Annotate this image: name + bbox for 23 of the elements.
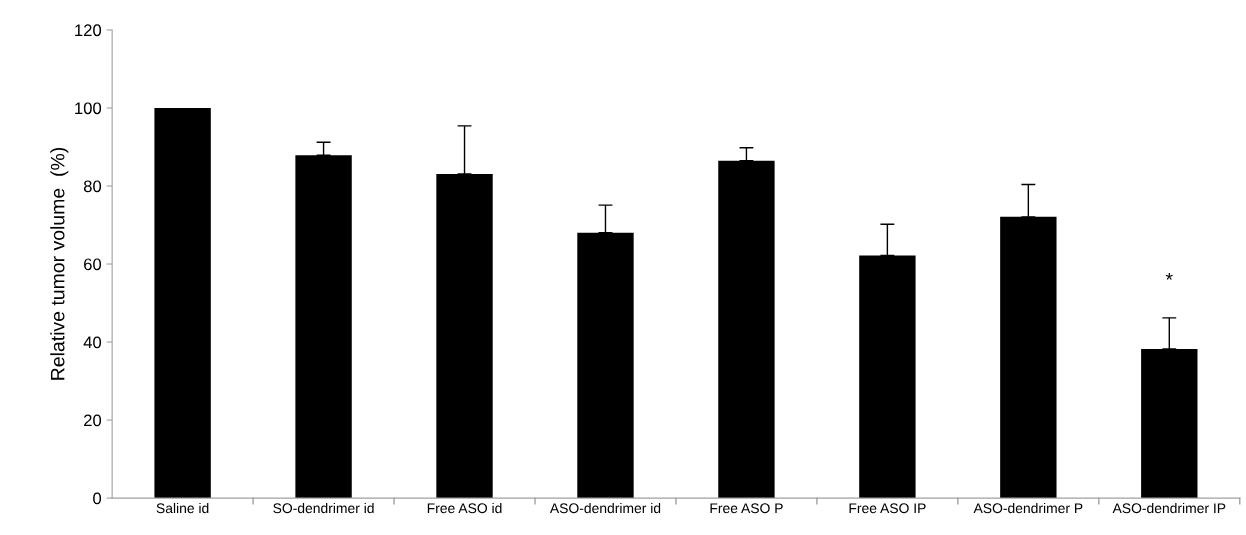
x-tick-label: ASO-dendrimer id	[549, 502, 661, 514]
annotation: *	[1165, 272, 1173, 280]
x-tick-label: Free ASO id	[427, 502, 502, 514]
x-tick-label: ASO-dendrimer IP	[1112, 502, 1226, 514]
y-tick-label: 80	[83, 180, 102, 193]
y-axis-title: Relative tumor volume (%)	[50, 147, 69, 380]
y-tick-label: 120	[75, 24, 102, 37]
y-tick-label: 0	[93, 492, 102, 505]
y-tick-label: 40	[83, 336, 102, 349]
x-tick-label: SO-dendrimer id	[273, 502, 374, 514]
y-tick-label: 20	[84, 414, 102, 427]
y-tick-label: 100	[75, 102, 102, 115]
bar	[577, 232, 634, 499]
x-tick-label: Free ASO IP	[849, 503, 926, 514]
bar	[295, 155, 352, 499]
y-tick-label: 60	[84, 258, 102, 271]
x-tick-label: ASO-dendrimer P	[973, 502, 1083, 514]
bar	[436, 173, 493, 499]
bar	[1141, 349, 1198, 499]
bar	[154, 107, 211, 499]
bar	[1000, 216, 1057, 499]
x-tick-label: Free ASO P	[710, 503, 783, 514]
x-tick-label: Saline id	[156, 502, 209, 514]
